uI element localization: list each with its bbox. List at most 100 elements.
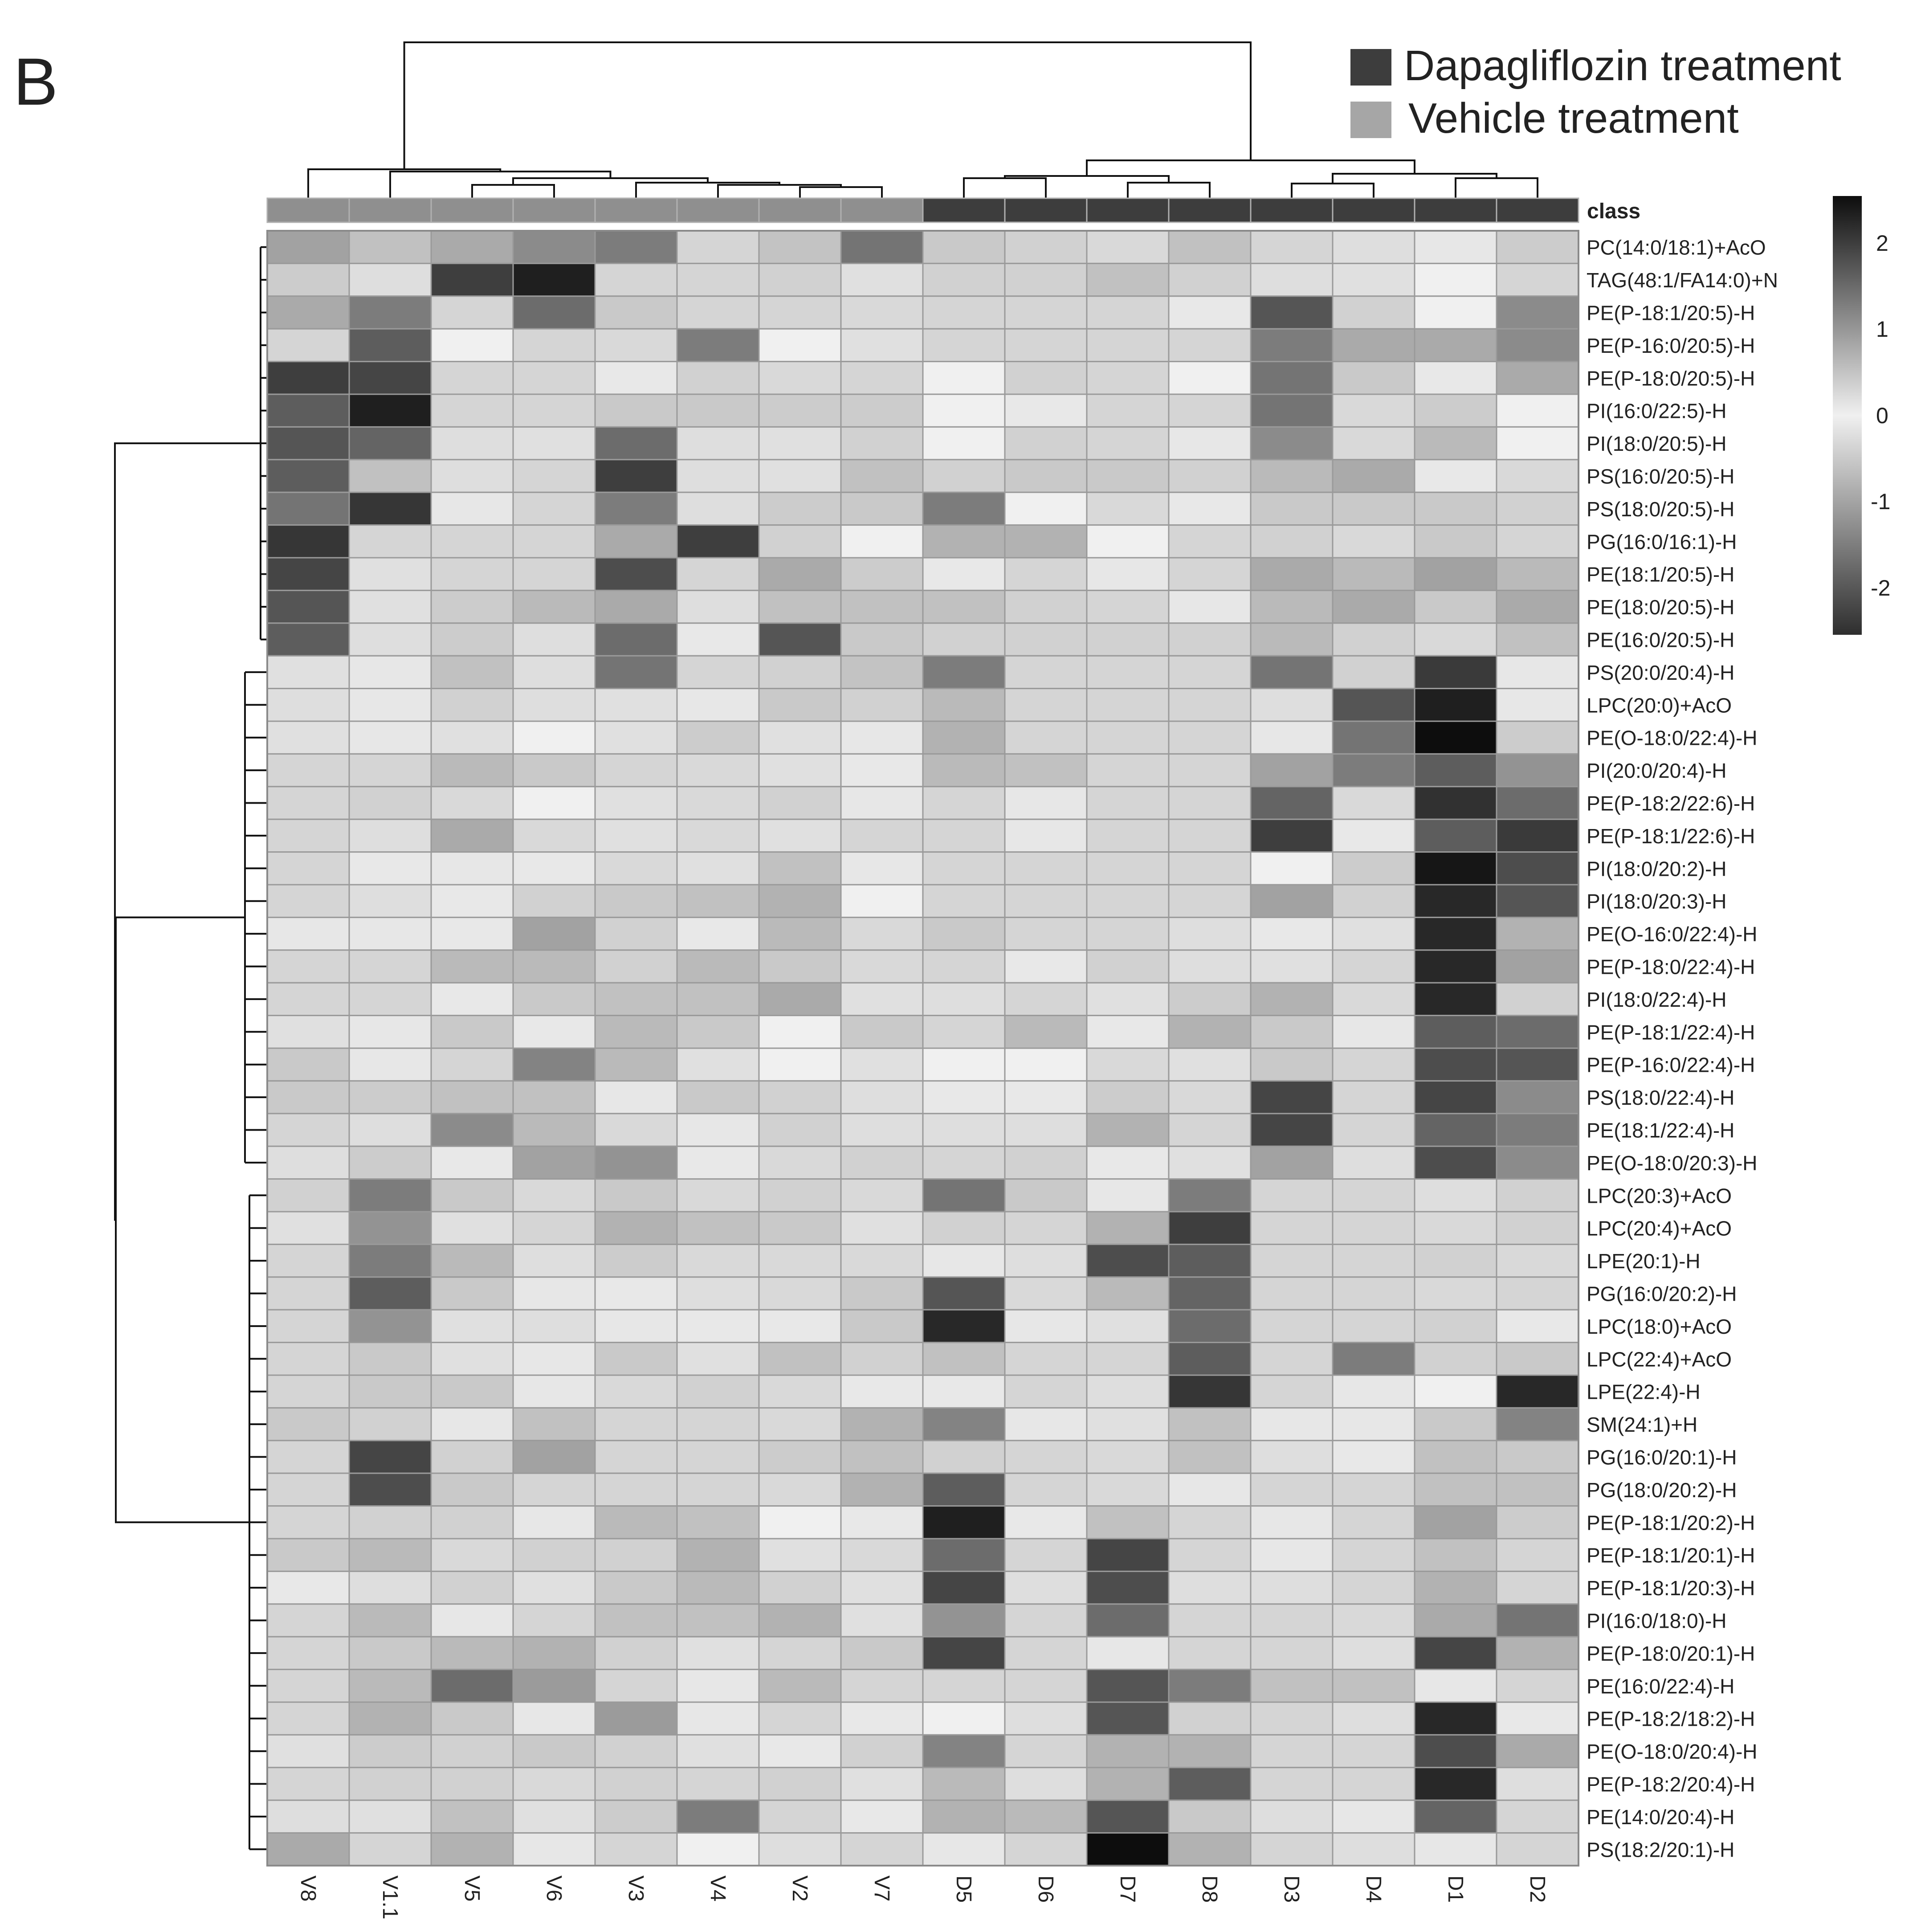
heatmap-cell	[1496, 1342, 1579, 1376]
heatmap-cell	[676, 1407, 760, 1442]
heatmap-cell	[922, 1669, 1006, 1703]
row-label: PE(18:1/22:4)-H	[1587, 1119, 1734, 1142]
heatmap-cell	[1250, 622, 1334, 657]
heatmap-cell	[430, 295, 514, 330]
heatmap-cell	[922, 688, 1006, 722]
heatmap-cell	[1414, 426, 1497, 461]
heatmap-cell	[922, 1799, 1006, 1834]
heatmap-cell	[758, 1047, 842, 1082]
heatmap-cell	[1332, 589, 1415, 624]
row-label: PE(14:0/20:4)-H	[1587, 1805, 1734, 1829]
heatmap-cell	[676, 688, 760, 722]
heatmap-cell	[922, 1538, 1006, 1572]
class-cell	[922, 197, 1006, 223]
heatmap-cell	[512, 818, 596, 853]
heatmap-cell	[1086, 393, 1170, 428]
heatmap-cell	[1496, 1832, 1579, 1867]
heatmap-cell	[1086, 688, 1170, 722]
heatmap-cell	[512, 1113, 596, 1147]
heatmap-cell	[1004, 262, 1088, 297]
heatmap-cell	[840, 1178, 924, 1213]
heatmap-cell	[840, 426, 924, 461]
heatmap-cell	[266, 1243, 350, 1278]
heatmap-cell	[266, 655, 350, 690]
heatmap-cell	[1086, 459, 1170, 493]
heatmap-cell	[840, 916, 924, 951]
heatmap-cell	[1414, 720, 1497, 755]
heatmap-cell	[758, 949, 842, 984]
row-label: PE(P-18:0/20:5)-H	[1587, 367, 1755, 390]
heatmap-cell	[266, 295, 350, 330]
heatmap-cell	[1414, 1047, 1497, 1082]
heatmap-cell	[1168, 491, 1252, 526]
heatmap-cell	[1496, 295, 1579, 330]
heatmap-cell	[266, 1603, 350, 1638]
heatmap-cell	[1250, 1538, 1334, 1572]
heatmap-cell	[594, 459, 678, 493]
heatmap-cell	[1414, 1113, 1497, 1147]
row-label: LPE(22:4)-H	[1587, 1381, 1701, 1404]
heatmap-cell	[1414, 1342, 1497, 1376]
heatmap-cell	[1086, 361, 1170, 395]
heatmap-cell	[1250, 459, 1334, 493]
heatmap-cells	[266, 230, 1579, 1867]
heatmap-cell	[758, 1440, 842, 1474]
heatmap-cell	[266, 1080, 350, 1115]
heatmap-cell	[348, 1832, 432, 1867]
row-label: PG(16:0/20:1)-H	[1587, 1446, 1737, 1469]
heatmap-cell	[348, 1309, 432, 1344]
row-label: PI(18:0/20:5)-H	[1587, 432, 1726, 455]
heatmap-cell	[1496, 1080, 1579, 1115]
row-label: PE(16:0/22:4)-H	[1587, 1675, 1734, 1698]
heatmap-cell	[676, 491, 760, 526]
heatmap-cell	[1086, 1440, 1170, 1474]
heatmap-cell	[840, 688, 924, 722]
heatmap-cell	[1004, 916, 1088, 951]
heatmap-cell	[1086, 1276, 1170, 1311]
heatmap-cell	[1414, 851, 1497, 886]
class-cell	[430, 197, 514, 223]
heatmap-cell	[594, 1342, 678, 1376]
row-label: PG(16:0/20:2)-H	[1587, 1283, 1737, 1306]
heatmap-cell	[758, 1701, 842, 1736]
heatmap-cell	[1414, 557, 1497, 591]
heatmap-cell	[922, 295, 1006, 330]
heatmap-cell	[1250, 1015, 1334, 1049]
heatmap-cell	[1332, 1276, 1415, 1311]
row-label: PE(P-18:2/18:2)-H	[1587, 1707, 1755, 1731]
heatmap-cell	[1332, 491, 1415, 526]
heatmap-cell	[922, 1276, 1006, 1311]
heatmap-cell	[1414, 361, 1497, 395]
heatmap-cell	[594, 1799, 678, 1834]
heatmap-cell	[1168, 589, 1252, 624]
heatmap-cell	[1250, 884, 1334, 918]
heatmap-cell	[676, 1669, 760, 1703]
column-label: D5	[952, 1875, 975, 1903]
heatmap-cell	[430, 851, 514, 886]
heatmap-cell	[840, 949, 924, 984]
heatmap-cell	[266, 622, 350, 657]
heatmap-cell	[758, 884, 842, 918]
heatmap-cell	[430, 1701, 514, 1736]
heatmap-cell	[1414, 1211, 1497, 1245]
heatmap-cell	[1004, 1145, 1088, 1180]
heatmap-cell	[1496, 916, 1579, 951]
row-label: PE(P-18:1/20:2)-H	[1587, 1511, 1755, 1534]
heatmap-cell	[922, 491, 1006, 526]
heatmap-cell	[1496, 1407, 1579, 1442]
heatmap-cell	[1250, 786, 1334, 820]
row-label: PI(16:0/18:0)-H	[1587, 1609, 1726, 1633]
heatmap-cell	[840, 655, 924, 690]
heatmap-cell	[594, 1015, 678, 1049]
heatmap-cell	[1332, 426, 1415, 461]
heatmap-cell	[1168, 1113, 1252, 1147]
heatmap-cell	[266, 949, 350, 984]
row-label: PG(16:0/16:1)-H	[1587, 530, 1737, 553]
heatmap-cell	[512, 1832, 596, 1867]
heatmap-cell	[758, 1113, 842, 1147]
heatmap-cell	[922, 1832, 1006, 1867]
heatmap-cell	[1496, 1799, 1579, 1834]
heatmap-cell	[1332, 1669, 1415, 1703]
heatmap-cell	[758, 361, 842, 395]
heatmap-cell	[1004, 1015, 1088, 1049]
